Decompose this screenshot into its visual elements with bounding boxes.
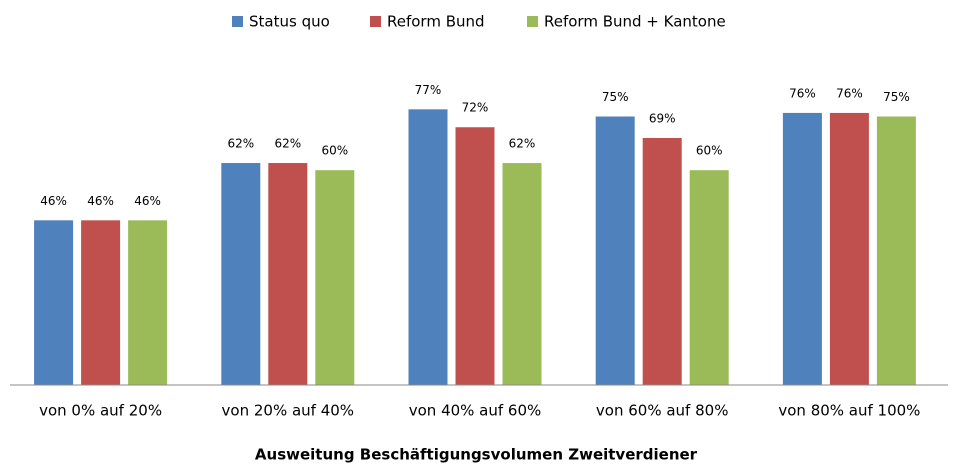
x-tick-label: von 60% auf 80%	[596, 402, 729, 420]
legend-swatch	[527, 16, 538, 27]
data-label: 72%	[462, 101, 489, 115]
data-label: 60%	[321, 144, 348, 158]
x-axis-title: Ausweitung Beschäftigungsvolumen Zweitve…	[255, 446, 698, 464]
bar	[221, 163, 261, 385]
data-label: 77%	[415, 83, 442, 97]
data-label: 62%	[227, 137, 254, 151]
bar	[268, 163, 308, 385]
data-label: 62%	[274, 137, 301, 151]
bar	[315, 170, 355, 385]
bar	[876, 116, 916, 385]
data-label: 75%	[602, 90, 629, 104]
data-label: 60%	[696, 144, 723, 158]
data-label: 46%	[87, 194, 114, 208]
bar	[34, 220, 74, 385]
data-label: 76%	[836, 86, 863, 100]
legend-swatch	[370, 16, 381, 27]
bar	[689, 170, 729, 385]
legend-label: Reform Bund	[387, 13, 485, 31]
x-tick-label: von 40% auf 60%	[409, 402, 542, 420]
legend-swatch	[232, 16, 243, 27]
bar	[128, 220, 168, 385]
data-label: 76%	[789, 86, 816, 100]
bar	[408, 109, 448, 385]
data-label: 62%	[509, 137, 536, 151]
bar	[595, 116, 635, 385]
bar	[782, 112, 822, 386]
x-tick-label: von 20% auf 40%	[222, 402, 355, 420]
bar	[502, 163, 542, 385]
legend-label: Status quo	[249, 13, 330, 31]
data-label: 46%	[40, 194, 67, 208]
bar	[829, 112, 869, 386]
bar	[455, 127, 495, 386]
x-tick-label: von 0% auf 20%	[39, 402, 162, 420]
data-label: 75%	[883, 90, 910, 104]
data-label: 46%	[134, 194, 161, 208]
bar	[642, 137, 682, 385]
x-tick-label: von 80% auf 100%	[778, 402, 920, 420]
legend-label: Reform Bund + Kantone	[544, 13, 726, 31]
bar	[81, 220, 121, 385]
data-label: 69%	[649, 111, 676, 125]
